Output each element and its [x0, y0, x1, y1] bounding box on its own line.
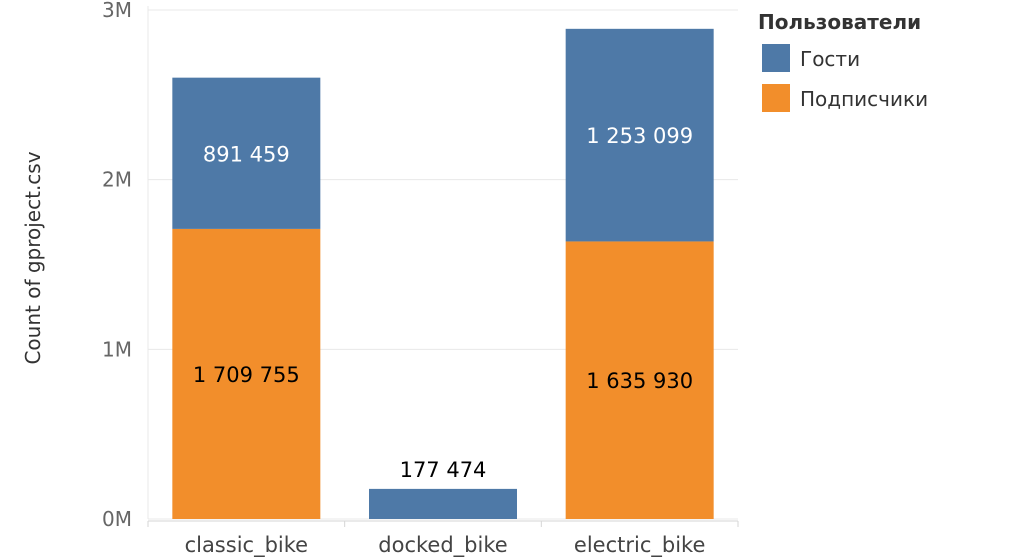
bar-segment	[565, 241, 714, 520]
legend-label: Гости	[800, 47, 860, 71]
data-label: 1 253 099	[586, 124, 693, 148]
y-tick-label: 2M	[102, 168, 132, 192]
data-label: 177 474	[400, 458, 487, 482]
legend: Пользователи Гости Подписчики	[758, 10, 928, 112]
y-axis-title: Count of gproject.csv	[21, 151, 45, 364]
bar-segment	[565, 28, 714, 242]
data-label: 891 459	[203, 142, 290, 166]
data-label: 1 635 930	[586, 369, 693, 393]
y-tick-label: 3M	[102, 0, 132, 22]
y-tick-label: 0M	[102, 507, 132, 531]
data-labels: 1 709 755 891 459 177 474 1 635 930 1 253 09…	[193, 124, 693, 482]
x-tick-label: electric_bike	[574, 533, 705, 558]
x-tick-label: classic_bike	[185, 533, 309, 558]
axes: 0M 1M 2M 3M classic_bike docked_bike electric_…	[102, 0, 739, 558]
data-label: 1 709 755	[193, 363, 300, 387]
legend-label: Подписчики	[800, 87, 928, 111]
bars	[172, 28, 714, 520]
x-tick-label: docked_bike	[378, 533, 507, 558]
legend-swatch	[762, 84, 790, 112]
legend-swatch	[762, 44, 790, 72]
bar-segment	[172, 228, 321, 520]
bar-segment	[369, 488, 517, 519]
bar-segment	[172, 77, 321, 229]
y-tick-label: 1M	[102, 337, 132, 361]
legend-title: Пользователи	[758, 10, 921, 34]
